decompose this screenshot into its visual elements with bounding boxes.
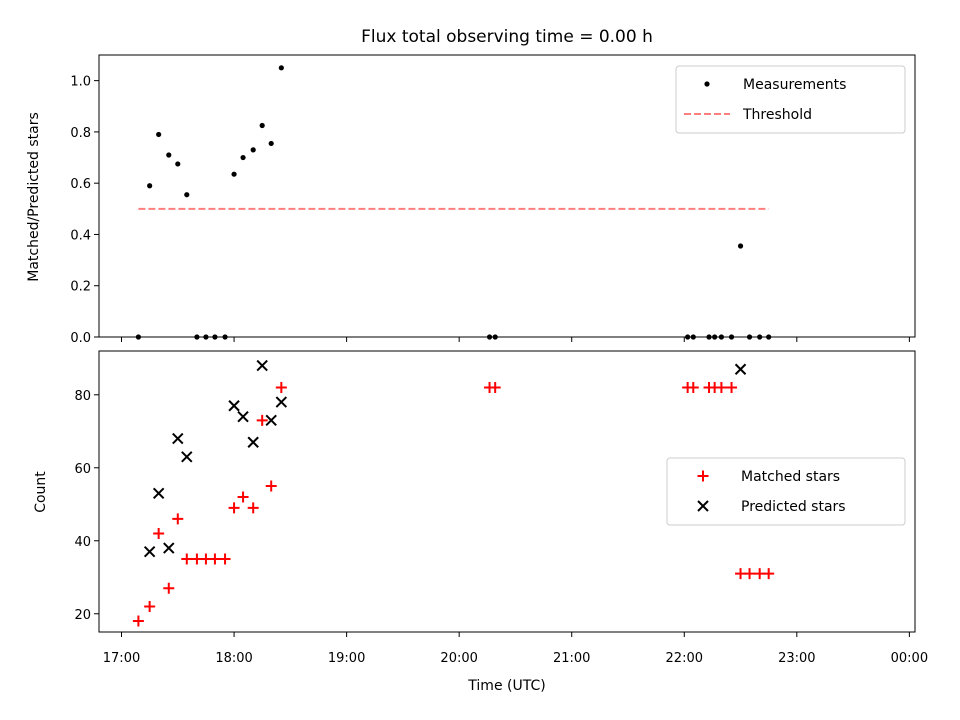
predicted-star-point: [181, 451, 193, 463]
matched-star-point: [687, 381, 699, 393]
top-y-tick-label: 0.6: [70, 177, 91, 192]
measurement-point: [175, 161, 181, 167]
top-y-tick-label: 0.4: [70, 228, 91, 243]
bottom-plot: 20 40 60 80 17:00 18:00 19:00 20:00 21:00 22:00 23…: [74, 350, 928, 666]
measurement-point: [240, 154, 246, 161]
bottom-y-tick-label: 80: [74, 389, 91, 404]
legend-marker-predicted-stars: [697, 500, 709, 512]
matched-star-point: [256, 414, 268, 426]
predicted-star-point: [228, 400, 240, 412]
matched-star-point: [209, 553, 221, 565]
top-y-tick-label: 0.0: [70, 331, 91, 346]
measurement-point: [166, 152, 172, 158]
matched-star-point: [237, 491, 249, 503]
x-tick-label: 21:00: [553, 651, 590, 666]
x-tick-label: 18:00: [215, 651, 252, 666]
x-axis-label: Time (UTC): [467, 678, 545, 694]
matched-star-point: [163, 582, 175, 594]
measurement-point: [147, 183, 153, 189]
predicted-star-point: [163, 542, 175, 554]
measurement-point: [278, 65, 284, 71]
top-y-axis-label: Matched/Predicted stars: [26, 112, 42, 282]
x-tick-label: 00:00: [891, 651, 928, 666]
top-plot: 0.0 0.2 0.4 0.6 0.8 1.0: [70, 54, 916, 346]
matched-star-point: [144, 600, 156, 612]
matched-star-point: [763, 568, 775, 580]
bottom-y-tick-label: 40: [74, 535, 91, 550]
matched-star-point: [228, 502, 240, 514]
matched-star-point: [715, 381, 727, 393]
measurement-point: [268, 140, 274, 147]
top-legend-box: [675, 65, 906, 134]
matched-star-point: [153, 527, 165, 539]
predicted-star-point: [152, 487, 165, 500]
predicted-star-point: [256, 359, 268, 372]
bottom-y-axis-label: Count: [33, 471, 49, 513]
x-tick-label: 19:00: [328, 651, 365, 666]
measurement-point: [184, 192, 190, 198]
top-y-tick-label: 0.2: [70, 280, 91, 295]
x-tick-label: 20:00: [440, 651, 477, 666]
matched-star-point: [265, 480, 277, 492]
legend-marker-measurements: [704, 81, 710, 87]
bottom-legend: Matched stars Predicted stars: [666, 457, 906, 526]
measurement-point: [737, 243, 744, 249]
legend-label-predicted-stars: Predicted stars: [741, 499, 846, 515]
top-y-tick-label: 1.0: [70, 75, 91, 90]
matched-star-point: [489, 381, 501, 393]
measurement-point: [156, 131, 162, 138]
measurement-point: [259, 122, 265, 129]
predicted-star-point: [265, 414, 277, 427]
legend-label-matched-stars: Matched stars: [741, 469, 840, 485]
matched-star-point: [275, 381, 287, 393]
matched-star-point: [219, 553, 231, 565]
measurement-point: [231, 171, 237, 177]
top-legend: Measurements Threshold: [675, 65, 906, 134]
bottom-plot-frame: [98, 350, 916, 633]
measurement-point: [250, 147, 256, 153]
legend-label-threshold: Threshold: [742, 107, 812, 123]
predicted-star-point: [734, 363, 747, 375]
top-plot-frame: [98, 54, 916, 338]
bottom-y-tick-label: 20: [74, 608, 91, 623]
bottom-y-tick-label: 60: [74, 462, 91, 477]
predicted-star-point: [247, 436, 259, 448]
matched-star-point: [181, 553, 193, 565]
predicted-star-point: [172, 432, 184, 445]
chart-title: Flux total observing time = 0.00 h: [361, 27, 653, 47]
x-tick-label: 22:00: [666, 651, 703, 666]
x-tick-label: 17:00: [103, 651, 140, 666]
matched-star-point: [726, 381, 738, 393]
bottom-legend-box: [666, 457, 906, 526]
matched-star-point: [172, 513, 184, 525]
legend-label-measurements: Measurements: [743, 77, 846, 93]
legend-marker-matched-stars: [697, 470, 709, 482]
matched-star-point: [247, 502, 259, 514]
predicted-star-point: [275, 396, 288, 408]
predicted-star-point: [143, 546, 156, 558]
matched-star-point: [744, 568, 756, 580]
predicted-star-point: [237, 410, 249, 423]
x-tick-label: 23:00: [778, 651, 815, 666]
top-y-tick-label: 0.8: [70, 126, 91, 141]
matched-star-point: [132, 615, 144, 627]
